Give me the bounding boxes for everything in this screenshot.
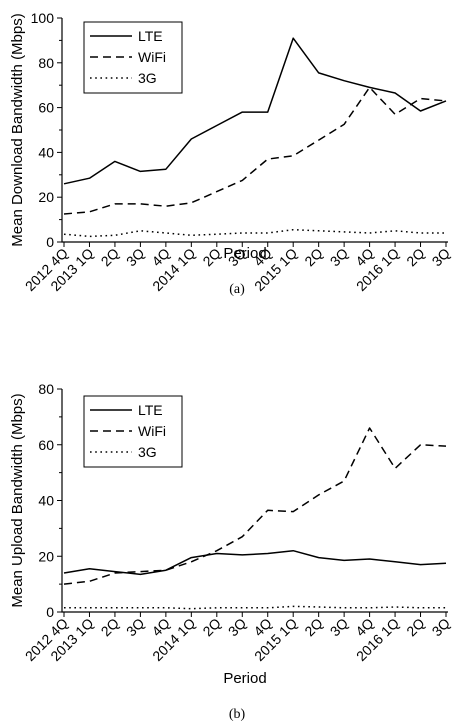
- series-line-3g: [63, 228, 446, 238]
- x-axis-title: Period: [223, 670, 266, 687]
- y-tick-label: 0: [46, 234, 54, 250]
- series-line-3g: [64, 605, 446, 610]
- x-tick-label: 3Q: [225, 615, 250, 640]
- figure-caption: (b): [229, 707, 246, 722]
- legend-label-wifi: WiFi: [138, 49, 166, 65]
- y-tick-label: 100: [31, 10, 55, 26]
- x-tick-label: 2Q: [199, 615, 224, 640]
- y-tick-label: 0: [46, 604, 54, 620]
- legend-label-wifi: WiFi: [138, 423, 166, 439]
- x-tick-label: 2Q: [199, 245, 224, 270]
- x-tick-label: 2Q: [98, 245, 123, 270]
- legend-label-3g: 3G: [138, 70, 157, 86]
- y-tick-label: 40: [38, 144, 54, 160]
- x-tick-label: 3Q: [327, 615, 352, 640]
- y-tick-label: 40: [38, 493, 54, 509]
- y-tick-label: 80: [38, 55, 54, 71]
- x-tick-label: 3Q: [123, 615, 148, 640]
- x-tick-label: 3Q: [123, 245, 148, 270]
- legend-box: [83, 395, 183, 468]
- x-tick-label: 2Q: [403, 615, 428, 640]
- x-tick-label: 2Q: [98, 615, 123, 640]
- series-line-lte: [63, 37, 447, 185]
- legend: LTE WiFi 3G: [83, 395, 183, 468]
- legend: LTE WiFi 3G: [83, 21, 183, 94]
- x-tick-label: 2Q: [301, 245, 326, 270]
- x-tick-label: 3Q: [429, 245, 454, 270]
- y-tick-label: 20: [38, 189, 54, 205]
- y-axis-title: Mean Upload Bandwidth (Mbps): [9, 393, 26, 607]
- series-line-wifi: [63, 86, 447, 215]
- x-tick-label: 3Q: [327, 245, 352, 270]
- y-tick-label: 60: [38, 100, 54, 116]
- x-axis-title: Period: [223, 245, 266, 262]
- series-line-wifi: [63, 427, 447, 585]
- y-tick-label: 20: [38, 548, 54, 564]
- legend-box: [83, 21, 183, 94]
- figure-caption: (a): [229, 282, 245, 297]
- legend-label-3g: 3G: [138, 444, 157, 460]
- legend-label-lte: LTE: [138, 402, 163, 418]
- y-axis-title: Mean Download Bandwidth (Mbps): [9, 13, 26, 246]
- x-tick-label: 3Q: [429, 615, 454, 640]
- x-tick-label: 2Q: [403, 245, 428, 270]
- x-tick-label: 2Q: [301, 615, 326, 640]
- legend-label-lte: LTE: [138, 28, 163, 44]
- y-tick-label: 80: [38, 381, 54, 397]
- series-line-lte: [63, 549, 447, 576]
- y-tick-label: 60: [38, 437, 54, 453]
